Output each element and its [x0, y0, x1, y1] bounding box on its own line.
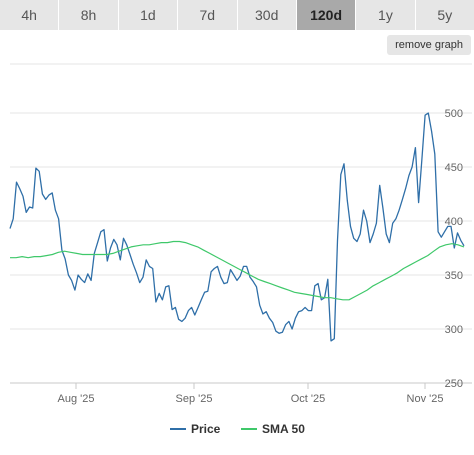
y-tick-label: 400 — [445, 216, 463, 228]
tab-1d[interactable]: 1d — [118, 0, 178, 30]
tab-4h[interactable]: 4h — [0, 0, 59, 30]
tab-7d[interactable]: 7d — [178, 0, 237, 30]
x-axis: Aug '25 Sep '25 Oct '25 Nov '25 — [10, 382, 472, 405]
y-tick-label: 450 — [445, 162, 463, 174]
tab-30d[interactable]: 30d — [237, 0, 296, 30]
legend-item-price[interactable]: Price — [170, 422, 221, 436]
remove-graph-button[interactable]: remove graph — [387, 35, 471, 55]
x-tick-label: Nov '25 — [407, 393, 444, 405]
tab-120d[interactable]: 120d — [296, 0, 356, 30]
chart-plot — [9, 112, 465, 342]
y-tick-label: 500 — [445, 108, 463, 120]
legend-label: SMA 50 — [262, 422, 305, 436]
legend-item-sma-50[interactable]: SMA 50 — [241, 422, 305, 436]
x-tick-label: Aug '25 — [58, 393, 95, 405]
y-tick-label: 350 — [445, 270, 463, 282]
y-tick-label: 250 — [445, 378, 463, 390]
legend-label: Price — [191, 422, 221, 436]
chart-legend: Price SMA 50 — [170, 422, 305, 436]
tab-5y[interactable]: 5y — [415, 0, 474, 30]
y-axis: 250 300 350 400 450 500 — [445, 108, 463, 390]
x-tick-label: Sep '25 — [176, 393, 213, 405]
sma-50-series-line — [10, 240, 465, 301]
x-tick-label: Oct '25 — [291, 393, 326, 405]
tab-1y[interactable]: 1y — [356, 0, 415, 30]
timeframe-tabs: 4h 8h 1d 7d 30d 120d 1y 5y — [0, 0, 474, 30]
y-tick-label: 300 — [445, 324, 463, 336]
tab-8h[interactable]: 8h — [59, 0, 118, 30]
price-series-line — [9, 112, 465, 342]
